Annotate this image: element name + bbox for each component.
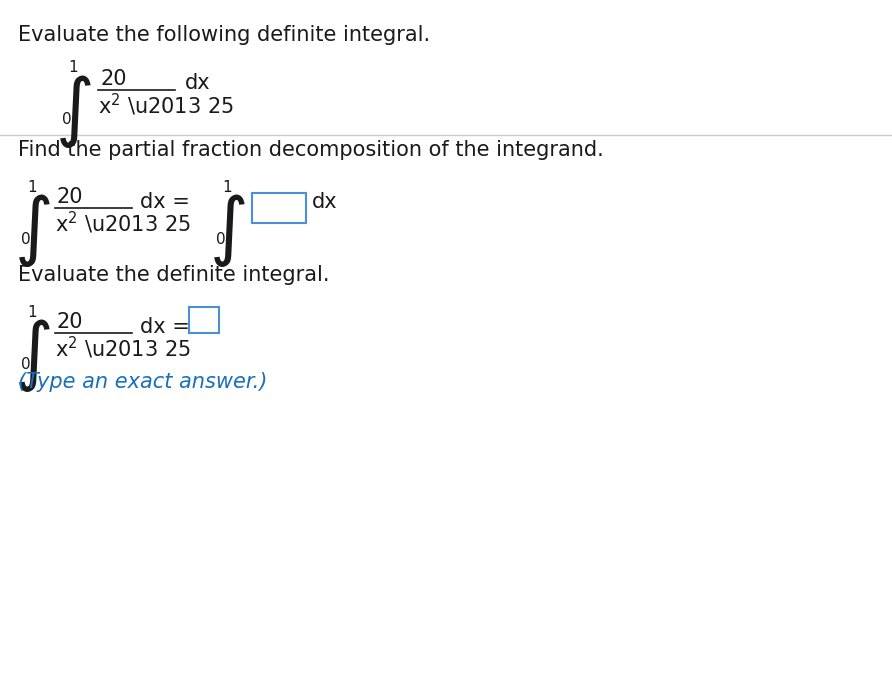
Text: 20: 20 <box>57 312 84 332</box>
Text: $\int$: $\int$ <box>14 317 51 394</box>
Text: $\int$: $\int$ <box>14 192 51 269</box>
Text: 1: 1 <box>27 305 37 320</box>
Text: 20: 20 <box>100 69 127 89</box>
FancyBboxPatch shape <box>252 193 306 223</box>
Text: 0: 0 <box>21 357 30 372</box>
Text: 0: 0 <box>21 232 30 247</box>
Text: dx: dx <box>185 73 211 93</box>
FancyBboxPatch shape <box>189 307 219 333</box>
Text: dx =: dx = <box>140 192 190 212</box>
Text: 1: 1 <box>222 180 232 195</box>
Text: 0: 0 <box>62 112 71 127</box>
Text: $\int$: $\int$ <box>209 192 245 269</box>
Text: Find the partial fraction decomposition of the integrand.: Find the partial fraction decomposition … <box>18 140 604 160</box>
Text: 1: 1 <box>27 180 37 195</box>
Text: x$^2$ \u2013 25: x$^2$ \u2013 25 <box>98 92 234 118</box>
Text: dx =: dx = <box>140 317 190 337</box>
Text: x$^2$ \u2013 25: x$^2$ \u2013 25 <box>55 335 191 361</box>
Text: 20: 20 <box>57 187 84 207</box>
Text: x$^2$ \u2013 25: x$^2$ \u2013 25 <box>55 210 191 236</box>
Text: Evaluate the definite integral.: Evaluate the definite integral. <box>18 265 329 285</box>
Text: (Type an exact answer.): (Type an exact answer.) <box>18 372 268 392</box>
Text: $\int$: $\int$ <box>55 73 92 150</box>
Text: dx: dx <box>312 192 338 212</box>
Text: Evaluate the following definite integral.: Evaluate the following definite integral… <box>18 25 430 45</box>
Text: 0: 0 <box>216 232 226 247</box>
Text: 1: 1 <box>68 60 78 75</box>
